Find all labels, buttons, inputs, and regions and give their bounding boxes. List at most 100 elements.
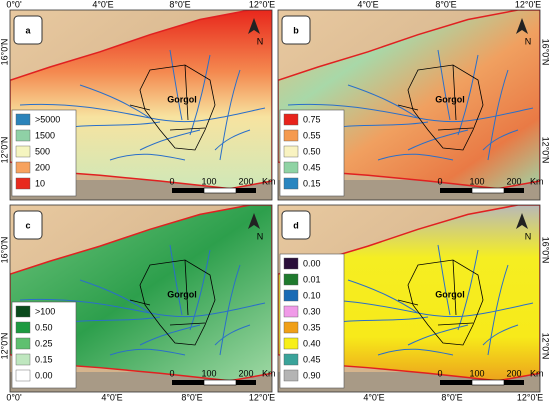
legend-label: 0.45 [303, 354, 321, 364]
panel-badge [13, 210, 43, 240]
axis-label: 16°0'N [0, 237, 9, 264]
scale-label: Km [530, 176, 544, 186]
scale-bar [471, 379, 505, 386]
north-arrow [248, 18, 260, 34]
panel-letter: d [293, 220, 299, 230]
legend-swatch [283, 177, 299, 190]
scale-label: Km [262, 368, 276, 378]
legend-swatch [283, 273, 299, 286]
scale-label: 0 [437, 368, 442, 378]
axis-label: 4°0'E [357, 0, 378, 9]
panel-border [9, 204, 273, 393]
axis-label: 4°0'E [101, 392, 122, 402]
north-arrow [516, 213, 528, 229]
scale-label: 0 [437, 176, 442, 186]
legend-label: 0.15 [35, 354, 53, 364]
legend-label: 0.25 [35, 338, 53, 348]
scale-bar [203, 379, 237, 386]
legend-label: 0.15 [303, 178, 321, 188]
axis-label: 4°0'E [363, 392, 384, 402]
region-label: Gorgol [435, 289, 465, 299]
gorgol-boundary [129, 259, 216, 346]
legend-swatch [15, 161, 31, 174]
legend-label: 0.40 [303, 338, 321, 348]
region-label: Gorgol [435, 94, 465, 104]
legend-label: 0.55 [303, 130, 321, 140]
axis-label: 16°0'N [541, 237, 550, 264]
panel-badge [281, 15, 311, 45]
legend-swatch [283, 145, 299, 158]
legend-swatch [283, 113, 299, 126]
scale-label: 100 [469, 176, 484, 186]
legend-label: 0.30 [303, 306, 321, 316]
north-arrow [248, 213, 260, 229]
axis-label: 4°0'E [92, 0, 113, 9]
axis-label: 12°0'E [517, 392, 543, 402]
legend-label: >5000 [35, 114, 60, 124]
legend-label: >100 [35, 306, 55, 316]
legend-swatch [283, 337, 299, 350]
map-panel: d N Gorgol 0.00 0.01 0.10 0.30 0.35 0.40 0.45 0.90… [277, 204, 544, 393]
axis-label: 12°0'N [0, 333, 9, 360]
legend-swatch [283, 321, 299, 334]
legend-swatch [15, 305, 31, 318]
scale-label: 200 [238, 368, 253, 378]
panel-letter: b [293, 25, 299, 35]
axis-label: 12°0'E [515, 0, 541, 9]
scale-label: 200 [238, 176, 253, 186]
legend-label: 0.01 [303, 274, 321, 284]
legend-swatch [15, 353, 31, 366]
legend-label: 0.75 [303, 114, 321, 124]
legend-label: 0.90 [303, 370, 321, 380]
north-label: N [525, 231, 532, 241]
north-label: N [257, 36, 264, 46]
legend-label: 0.45 [303, 162, 321, 172]
scale-label: 100 [201, 176, 216, 186]
scale-label: 100 [469, 368, 484, 378]
legend-label: 0.50 [303, 146, 321, 156]
legend-label: 0.50 [35, 322, 53, 332]
legend-swatch [283, 289, 299, 302]
legend-label: 200 [35, 162, 50, 172]
scale-label: 0 [169, 368, 174, 378]
legend-swatch [283, 353, 299, 366]
legend-swatch [15, 145, 31, 158]
axis-label: 0°0' [6, 392, 22, 402]
region-label: Gorgol [167, 94, 197, 104]
legend-label: 0.10 [303, 290, 321, 300]
legend-label: 0.35 [303, 322, 321, 332]
axis-label: 16°0'N [0, 39, 9, 66]
north-arrow [516, 18, 528, 34]
scale-label: 100 [201, 368, 216, 378]
gorgol-boundary [397, 259, 484, 346]
legend-label: 500 [35, 146, 50, 156]
map-panel: b N Gorgol 0.75 0.55 0.50 0.45 0.15 0 100 200 Km [277, 9, 544, 201]
scale-bar [504, 188, 524, 193]
legend-swatch [15, 337, 31, 350]
legend-swatch [15, 129, 31, 142]
legend-swatch [15, 321, 31, 334]
axis-label: 8°0'E [435, 0, 456, 9]
scale-bar [236, 380, 256, 385]
scale-bar [440, 188, 472, 193]
axis-label: 0°0' [6, 0, 22, 9]
panel-badge [13, 15, 43, 45]
scale-bar [236, 188, 256, 193]
scale-label: 200 [506, 368, 521, 378]
legend-swatch [15, 177, 31, 190]
axis-label: 8°0'E [181, 392, 202, 402]
legend-swatch [283, 305, 299, 318]
scale-bar [471, 187, 505, 194]
legend-label: 1500 [35, 130, 55, 140]
axis-label: 12°0'N [0, 137, 9, 164]
scale-label: Km [530, 368, 544, 378]
north-label: N [257, 231, 264, 241]
legend-label: 10 [35, 178, 45, 188]
scale-bar [504, 380, 524, 385]
map-panel: c N Gorgol >100 0.50 0.25 0.15 0.00 0 100 200 Km [9, 204, 276, 393]
scale-bar [440, 380, 472, 385]
axis-label: 12°0'E [249, 0, 275, 9]
legend-swatch [15, 113, 31, 126]
axis-label: 12°0'N [541, 137, 550, 164]
